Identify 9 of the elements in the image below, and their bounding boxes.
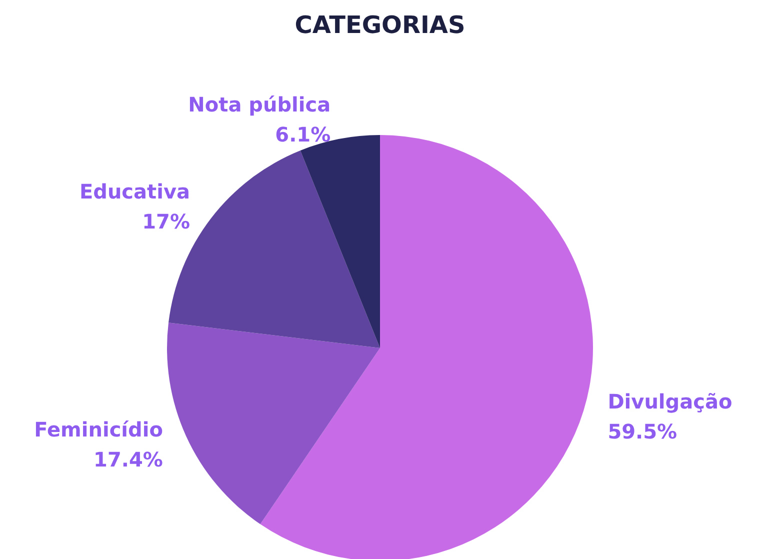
slice-label: Divulgação (608, 390, 732, 414)
data-label: 17% (142, 209, 190, 234)
data-label: 17.4% (94, 448, 163, 472)
slice-label: Feminicídio (34, 418, 163, 442)
data-label: 59.5% (608, 420, 678, 444)
chart-title: CATEGORIAS (294, 11, 466, 39)
slice-label: Nota pública (188, 92, 331, 116)
slice-label: Educativa (79, 179, 190, 204)
data-label: 6.1% (275, 122, 331, 146)
